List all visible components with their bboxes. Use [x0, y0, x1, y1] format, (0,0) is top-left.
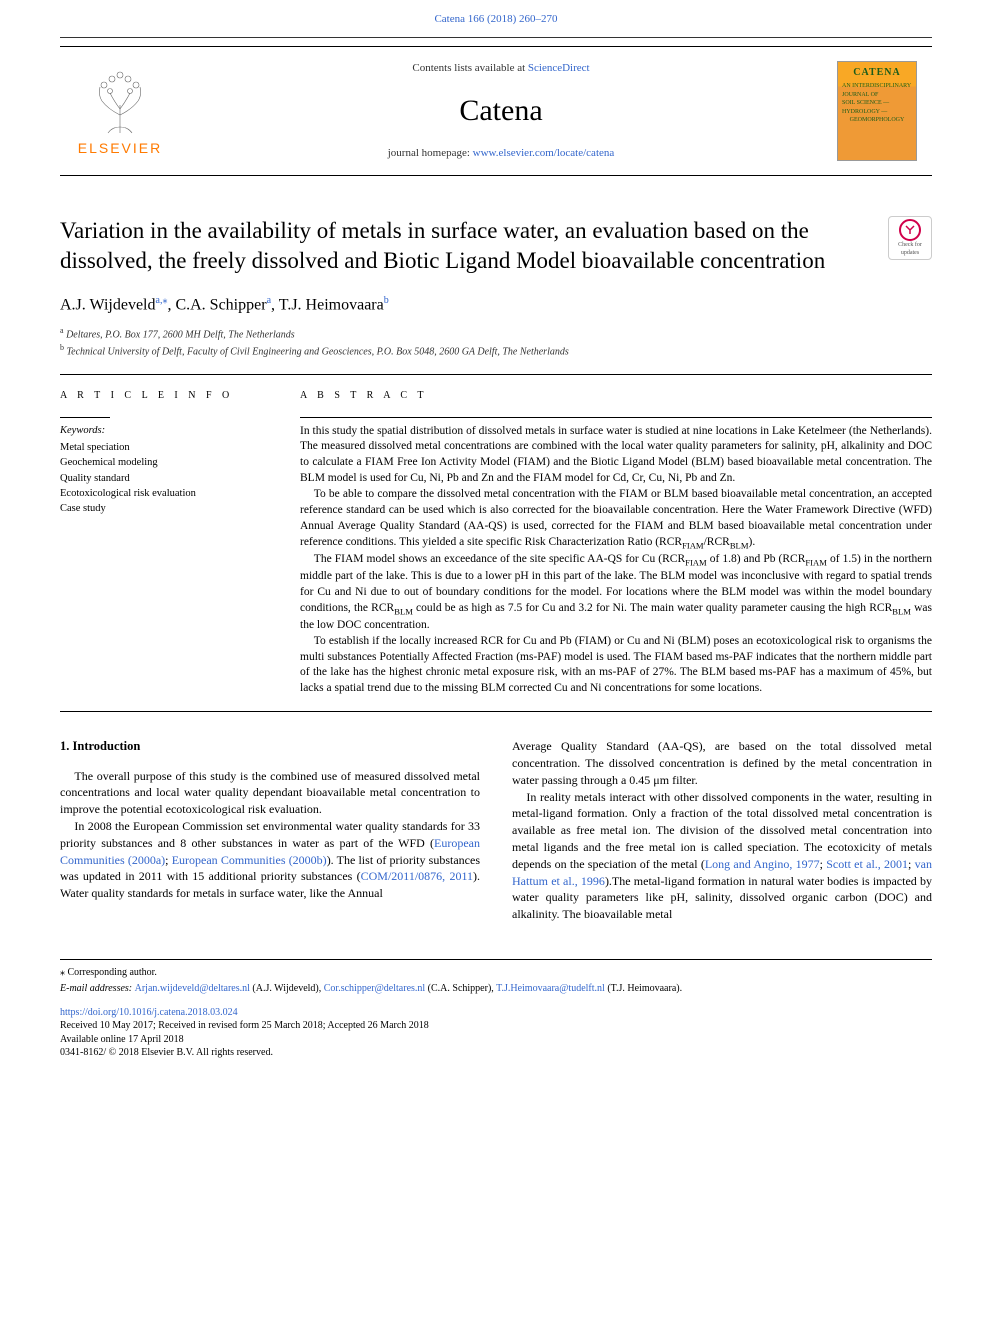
abstract-p4: To establish if the locally increased RC… — [300, 634, 932, 697]
journal-name: Catena — [190, 90, 812, 132]
cover-subtitle-3: GEOMORPHOLOGY — [850, 116, 905, 124]
article-info-heading: A R T I C L E I N F O — [60, 389, 260, 403]
affiliation-a-text: Deltares, P.O. Box 177, 2600 MH Delft, T… — [66, 329, 295, 340]
affiliation-a: a Deltares, P.O. Box 177, 2600 MH Delft,… — [60, 325, 932, 342]
crossmark-icon — [899, 219, 921, 241]
section-rule-1 — [60, 374, 932, 375]
sub-fiam: FIAM — [805, 557, 827, 567]
homepage-prefix: journal homepage: — [388, 147, 473, 159]
contents-available-line: Contents lists available at ScienceDirec… — [190, 61, 812, 76]
publisher-block: ELSEVIER — [60, 57, 180, 167]
abstract-column: A B S T R A C T In this study the spatia… — [300, 389, 932, 698]
intro-p3: Average Quality Standard (AA-QS), are ba… — [512, 738, 932, 788]
abstract-p3: The FIAM model shows an exceedance of th… — [300, 552, 932, 634]
email-attrib: (A.J. Wijdeveld), — [250, 983, 324, 994]
sub-blm: BLM — [730, 540, 749, 550]
affiliation-b: b Technical University of Delft, Faculty… — [60, 342, 932, 359]
sciencedirect-link[interactable]: ScienceDirect — [528, 62, 590, 74]
info-abstract-row: A R T I C L E I N F O Keywords: Metal sp… — [60, 389, 932, 698]
affiliations: a Deltares, P.O. Box 177, 2600 MH Delft,… — [60, 325, 932, 360]
sub-fiam: FIAM — [682, 540, 704, 550]
issn-copyright-line: 0341-8162/ © 2018 Elsevier B.V. All righ… — [60, 1046, 932, 1060]
abstract-p2: To be able to compare the dissolved meta… — [300, 487, 932, 552]
author-1-name: A.J. Wijdeveld — [60, 297, 156, 314]
available-online-line: Available online 17 April 2018 — [60, 1033, 932, 1047]
intro-p2-a: In 2008 the European Commission set envi… — [60, 819, 480, 850]
abs-p3-b: of 1.8) and Pb (RCR — [707, 553, 806, 565]
article-title: Variation in the availability of metals … — [60, 216, 872, 276]
cover-thumb-wrapper: CATENA AN INTERDISCIPLINARY JOURNAL OF S… — [822, 53, 932, 169]
abstract-heading: A B S T R A C T — [300, 389, 932, 403]
sub-fiam: FIAM — [685, 557, 707, 567]
keyword: Case study — [60, 501, 260, 516]
header-rule-top — [60, 37, 932, 38]
article-title-block: Variation in the availability of metals … — [60, 216, 932, 359]
corresponding-author-note: ⁎ Corresponding author. — [60, 966, 932, 980]
check-updates-badge[interactable]: Check for updates — [888, 216, 932, 260]
author-2-name: , C.A. Schipper — [167, 297, 266, 314]
email-addresses-line: E-mail addresses: Arjan.wijdeveld@deltar… — [60, 982, 932, 996]
keyword: Quality standard — [60, 471, 260, 486]
info-rule — [60, 417, 110, 418]
ref-link[interactable]: Long and Angino, 1977 — [705, 857, 820, 871]
running-header-citation: Catena 166 (2018) 260–270 — [0, 0, 992, 33]
publisher-label: ELSEVIER — [78, 139, 162, 159]
email-attrib: (T.J. Heimovaara). — [605, 983, 682, 994]
keyword: Ecotoxicological risk evaluation — [60, 486, 260, 501]
abstract-p1: In this study the spatial distribution o… — [300, 424, 932, 487]
history-line: Received 10 May 2017; Received in revise… — [60, 1019, 932, 1033]
cover-subtitle-2: SOIL SCIENCE — HYDROLOGY — — [842, 99, 912, 116]
abs-p2-a: To be able to compare the dissolved meta… — [300, 488, 932, 548]
journal-cover-thumbnail: CATENA AN INTERDISCIPLINARY JOURNAL OF S… — [837, 61, 917, 161]
cover-subtitle-1: AN INTERDISCIPLINARY JOURNAL OF — [842, 82, 912, 99]
journal-homepage-line: journal homepage: www.elsevier.com/locat… — [190, 146, 812, 161]
journal-header-box: ELSEVIER Contents lists available at Sci… — [60, 46, 932, 176]
keywords-label: Keywords: — [60, 424, 260, 439]
email-label: E-mail addresses: — [60, 983, 135, 994]
abs-p2-c: ). — [748, 536, 755, 548]
journal-header-center: Contents lists available at ScienceDirec… — [180, 51, 822, 172]
contents-prefix: Contents lists available at — [412, 62, 527, 74]
email-link[interactable]: Arjan.wijdeveld@deltares.nl — [135, 983, 250, 994]
body-right-column: Average Quality Standard (AA-QS), are ba… — [512, 738, 932, 923]
body-left-column: 1. Introduction The overall purpose of t… — [60, 738, 480, 923]
keyword: Metal speciation — [60, 440, 260, 455]
email-link[interactable]: Cor.schipper@deltares.nl — [324, 983, 425, 994]
journal-homepage-link[interactable]: www.elsevier.com/locate/catena — [473, 147, 615, 159]
email-link[interactable]: T.J.Heimovaara@tudelft.nl — [496, 983, 605, 994]
email-attrib: (C.A. Schipper), — [425, 983, 496, 994]
affiliation-b-text: Technical University of Delft, Faculty o… — [67, 347, 569, 358]
abs-p3-d: could be as high as 7.5 for Cu and 3.2 f… — [413, 602, 892, 614]
author-3-name: , T.J. Heimovaara — [271, 297, 384, 314]
abs-p3-a: The FIAM model shows an exceedance of th… — [314, 553, 685, 565]
intro-p4-c: ; — [908, 857, 915, 871]
updates-label-1: Check for — [898, 241, 922, 249]
doi-footer-block: https://doi.org/10.1016/j.catena.2018.03… — [60, 1006, 932, 1060]
intro-p2: In 2008 the European Commission set envi… — [60, 818, 480, 902]
ref-link[interactable]: COM/2011/0876, 2011 — [361, 869, 473, 883]
intro-p4: In reality metals interact with other di… — [512, 789, 932, 923]
author-3-affil-sup: b — [384, 295, 389, 306]
abs-p2-b: /RCR — [704, 536, 730, 548]
updates-label-2: updates — [901, 249, 919, 257]
elsevier-tree-icon — [90, 65, 150, 135]
keyword: Geochemical modeling — [60, 455, 260, 470]
sub-blm: BLM — [394, 606, 413, 616]
abstract-rule — [300, 417, 932, 418]
section-rule-2 — [60, 711, 932, 712]
article-info-column: A R T I C L E I N F O Keywords: Metal sp… — [60, 389, 260, 698]
authors-line: A.J. Wijdevelda,⁎, C.A. Schippera, T.J. … — [60, 294, 932, 317]
ref-link[interactable]: Scott et al., 2001 — [826, 857, 908, 871]
intro-heading: 1. Introduction — [60, 738, 480, 756]
footnotes: ⁎ Corresponding author. E-mail addresses… — [60, 959, 932, 996]
doi-link[interactable]: https://doi.org/10.1016/j.catena.2018.03… — [60, 1007, 238, 1018]
body-two-column: 1. Introduction The overall purpose of t… — [60, 738, 932, 923]
intro-p1: The overall purpose of this study is the… — [60, 768, 480, 818]
ref-link[interactable]: European Communities (2000b) — [172, 853, 327, 867]
sub-blm: BLM — [892, 606, 911, 616]
cover-title: CATENA — [853, 66, 900, 80]
